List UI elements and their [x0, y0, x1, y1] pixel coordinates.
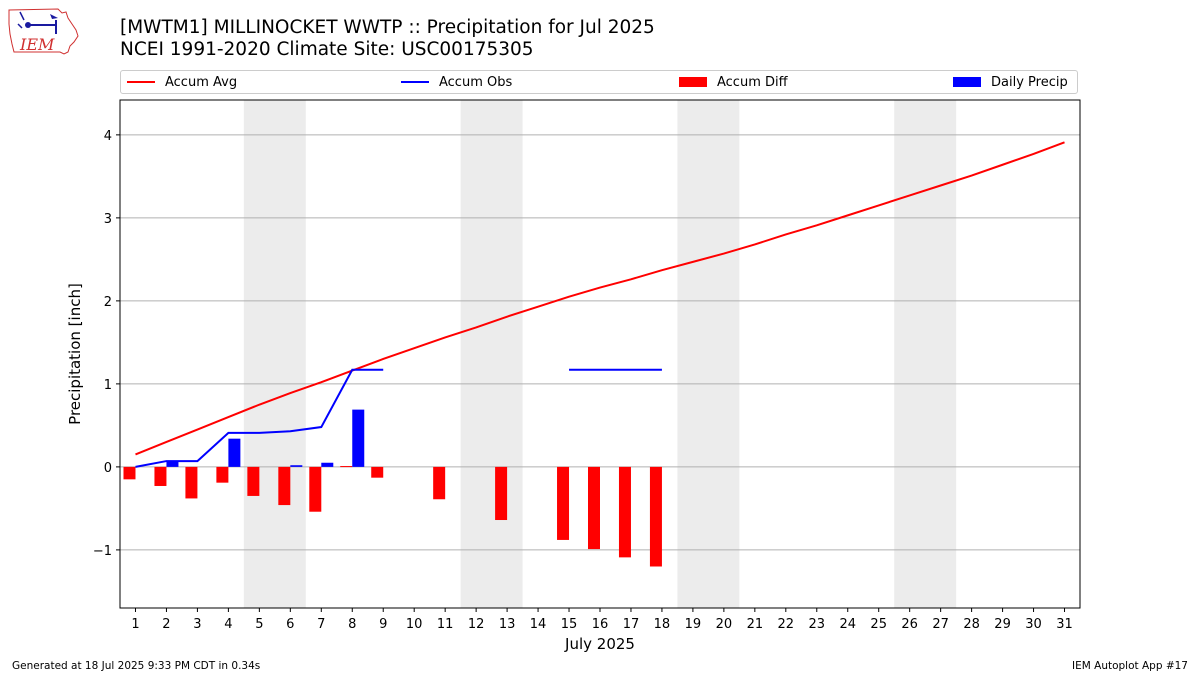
y-axis-ticks: −1 0 1 2 3 4 [93, 129, 120, 559]
x-tick-label: 8 [348, 617, 356, 632]
accum-avg-line [135, 141, 1065, 456]
accum-diff-bar [278, 466, 291, 506]
x-tick-label: 20 [716, 617, 733, 632]
accum-lines [135, 141, 1065, 468]
x-tick-label: 22 [778, 617, 795, 632]
x-tick-label: 11 [437, 617, 454, 632]
x-tick-label: 30 [1025, 617, 1042, 632]
legend-label-accum-diff: Accum Diff [717, 74, 788, 90]
x-tick-label: 13 [499, 617, 516, 632]
legend-label-daily-precip: Daily Precip [991, 74, 1068, 90]
accum-diff-bar [495, 466, 508, 521]
accum-diff-bar [433, 466, 446, 500]
chart-title: [MWTM1] MILLINOCKET WWTP :: Precipitatio… [120, 17, 655, 38]
accum-diff-bar [618, 466, 631, 558]
daily-precip-bar [321, 462, 334, 467]
x-tick-label: 28 [963, 617, 980, 632]
logo-text: IEM [19, 35, 55, 54]
x-tick-label: 31 [1056, 617, 1073, 632]
accum-diff-bar [123, 466, 136, 480]
x-tick-label: 10 [406, 617, 423, 632]
weekend-shade [243, 100, 306, 608]
accum-diff-bar [247, 466, 260, 496]
legend: Accum Avg Accum Obs Accum Diff Daily Pre… [120, 70, 1078, 94]
accum-diff-bar [309, 466, 322, 512]
x-tick-label: 25 [870, 617, 887, 632]
x-tick-label: 4 [224, 617, 232, 632]
accum-diff-bars [123, 466, 662, 567]
footer-generated-text: Generated at 18 Jul 2025 9:33 PM CDT in … [12, 660, 261, 672]
x-tick-label: 5 [255, 617, 263, 632]
x-tick-label: 18 [654, 617, 671, 632]
iem-logo: IEM [8, 8, 79, 55]
y-tick-label: 0 [104, 461, 112, 476]
daily-precip-bar [166, 461, 179, 467]
x-tick-label: 21 [747, 617, 764, 632]
legend-item-accum-obs: Accum Obs [401, 71, 512, 93]
weekend-shade [677, 100, 740, 608]
x-axis-label: July 2025 [564, 635, 635, 653]
y-axis-label: Precipitation [inch] [66, 283, 84, 425]
x-tick-label: 7 [317, 617, 325, 632]
x-tick-label: 2 [162, 617, 170, 632]
weekend-shade [460, 100, 523, 608]
y-tick-label: 2 [104, 295, 112, 310]
accum-diff-bar [649, 466, 662, 567]
legend-item-accum-avg: Accum Avg [127, 71, 237, 93]
y-tick-label: 3 [104, 212, 112, 227]
legend-swatch-accum-diff [679, 77, 707, 87]
x-tick-label: 14 [530, 617, 547, 632]
y-tick-label: −1 [93, 544, 112, 559]
x-tick-label: 9 [379, 617, 387, 632]
weekend-shade [894, 100, 957, 608]
daily-precip-bar [352, 409, 365, 467]
x-tick-label: 27 [932, 617, 949, 632]
x-tick-label: 17 [623, 617, 640, 632]
daily-precip-bars [166, 409, 365, 467]
x-axis-ticks: 1 2 3 4 5 6 7 8 9 10 11 12 13 14 15 16 17 18 19 20 21 22 23 24 2… [131, 608, 1073, 632]
accum-diff-bar [216, 466, 229, 483]
legend-swatch-accum-avg [127, 81, 155, 83]
daily-precip-bar [290, 465, 303, 467]
x-tick-label: 15 [561, 617, 578, 632]
legend-swatch-daily-precip [953, 77, 981, 87]
x-tick-label: 26 [901, 617, 918, 632]
legend-item-daily-precip: Daily Precip [953, 71, 1068, 93]
accum-diff-bar [154, 466, 167, 486]
accum-diff-bar [371, 466, 384, 478]
x-tick-label: 29 [994, 617, 1011, 632]
accum-obs-line [135, 368, 384, 468]
legend-label-accum-obs: Accum Obs [439, 74, 513, 90]
y-tick-label: 4 [104, 129, 112, 144]
chart-subtitle: NCEI 1991-2020 Climate Site: USC00175305 [120, 39, 534, 60]
x-tick-label: 16 [592, 617, 609, 632]
x-tick-label: 1 [131, 617, 139, 632]
footer-app-text: IEM Autoplot App #17 [1072, 660, 1188, 672]
y-tick-label: 1 [104, 378, 112, 393]
accum-diff-bar [185, 466, 198, 499]
legend-item-accum-diff: Accum Diff [679, 71, 788, 93]
legend-swatch-accum-obs [401, 81, 429, 83]
x-tick-label: 12 [468, 617, 485, 632]
x-tick-label: 6 [286, 617, 294, 632]
legend-label-accum-avg: Accum Avg [165, 74, 238, 90]
x-tick-label: 3 [193, 617, 201, 632]
x-tick-label: 19 [685, 617, 702, 632]
x-tick-label: 24 [839, 617, 856, 632]
accum-diff-bar [557, 466, 570, 540]
accum-diff-bar [340, 466, 353, 468]
daily-precip-bar [228, 438, 241, 467]
accum-diff-bar [588, 466, 600, 550]
x-tick-label: 23 [809, 617, 826, 632]
